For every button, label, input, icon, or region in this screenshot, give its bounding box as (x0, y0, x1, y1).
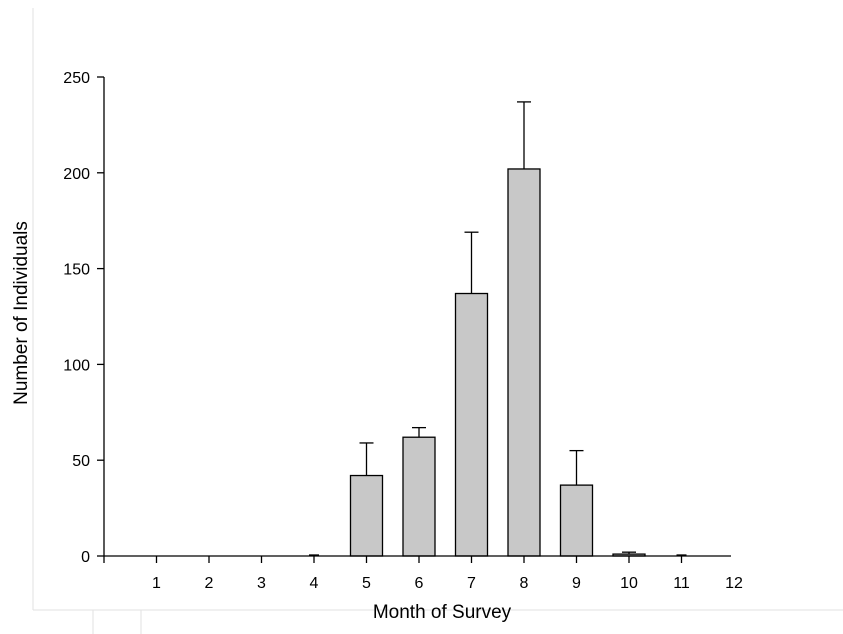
x-tick-label: 9 (572, 575, 581, 592)
x-ticks: 1 2 3 4 5 6 7 8 9 10 11 12 (103, 556, 743, 592)
x-tick-label: 3 (257, 575, 266, 592)
bar (349, 474, 384, 557)
y-tick-label: 200 (63, 166, 90, 183)
x-tick-label: 4 (310, 575, 319, 592)
x-tick-label: 11 (673, 575, 690, 592)
y-tick-label: 0 (81, 549, 90, 566)
x-tick-label: 2 (205, 575, 214, 592)
x-tick-label: 10 (620, 575, 638, 592)
x-tick-label: 6 (415, 575, 424, 592)
y-axis-title: Number of Individuals (11, 221, 32, 405)
y-tick-label: 250 (63, 70, 90, 87)
y-tick-label: 100 (63, 357, 90, 374)
x-tick-label: 12 (725, 575, 743, 592)
x-tick-label: 7 (467, 575, 476, 592)
bar (507, 168, 541, 557)
error-bars-layer (309, 101, 687, 556)
y-tick-label: 50 (72, 453, 90, 470)
bar (402, 436, 436, 557)
x-tick-label: 1 (152, 575, 161, 592)
x-tick-label: 8 (520, 575, 529, 592)
y-tick-label: 150 (63, 262, 90, 279)
bars-layer (349, 168, 646, 557)
bar (559, 484, 594, 557)
x-axis-title: Month of Survey (373, 602, 512, 623)
y-ticks: 0 50 100 150 200 250 (63, 70, 104, 566)
bar (454, 292, 489, 557)
x-tick-label: 5 (362, 575, 371, 592)
